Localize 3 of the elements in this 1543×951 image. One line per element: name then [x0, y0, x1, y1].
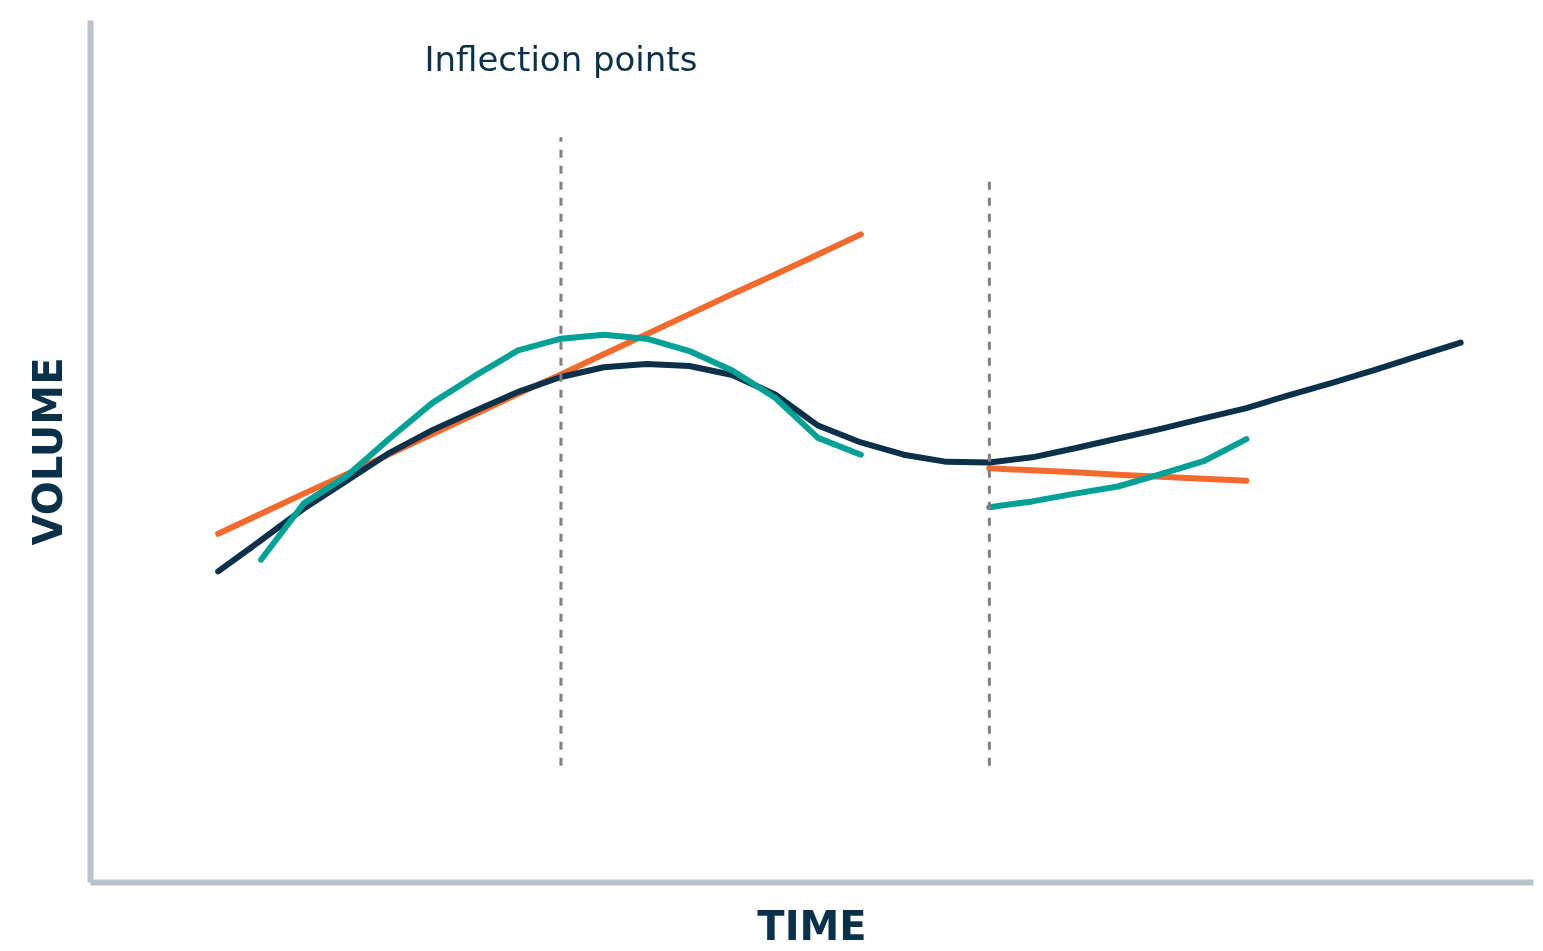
y-axis-title: VOLUME: [24, 357, 71, 546]
x-axis-title: TIME: [757, 902, 867, 949]
text: Inflection points: [424, 38, 698, 79]
